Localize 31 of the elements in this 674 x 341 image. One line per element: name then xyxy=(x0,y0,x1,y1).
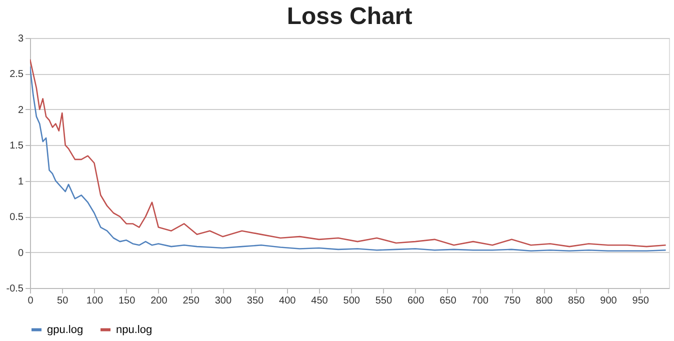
x-tick-label: 250 xyxy=(182,296,200,306)
x-tick-label: 850 xyxy=(568,296,586,306)
x-tick-label: 0 xyxy=(28,296,34,306)
y-tick-label: 1.5 xyxy=(10,140,24,152)
x-tick-label: 800 xyxy=(536,296,554,306)
x-tick-label: 450 xyxy=(311,296,328,306)
x-tick-label: 300 xyxy=(214,296,232,306)
x-tick-label: 50 xyxy=(57,296,69,306)
x-tick-label: 400 xyxy=(279,296,296,306)
x-tick-label: 600 xyxy=(407,296,425,306)
x-tick-label: 150 xyxy=(118,296,136,306)
x-tick-label: 700 xyxy=(472,296,489,306)
x-tick-label: 100 xyxy=(86,296,104,306)
y-tick-label: 2 xyxy=(18,104,24,116)
x-tick-label: 350 xyxy=(246,296,264,306)
y-tick-label: 0 xyxy=(18,248,24,259)
y-tick-label: 0.5 xyxy=(10,212,24,224)
y-tick-label: 2.5 xyxy=(10,69,24,80)
y-tick-label: 3 xyxy=(18,34,24,44)
x-tick-label: 650 xyxy=(440,296,457,306)
x-tick-label: 200 xyxy=(150,296,168,306)
x-tick-label: 550 xyxy=(375,296,392,306)
x-tick-label: 750 xyxy=(504,296,521,306)
x-tick-label: 900 xyxy=(600,296,618,306)
legend-label: npu.log xyxy=(116,324,152,336)
x-tick-label: 500 xyxy=(343,296,360,306)
y-tick-label: -0.5 xyxy=(6,284,24,294)
y-tick-label: 1 xyxy=(18,176,24,188)
x-tick-label: 950 xyxy=(632,296,650,306)
legend-label: gpu.log xyxy=(47,324,84,336)
chart-title: Loss Chart xyxy=(286,3,412,30)
